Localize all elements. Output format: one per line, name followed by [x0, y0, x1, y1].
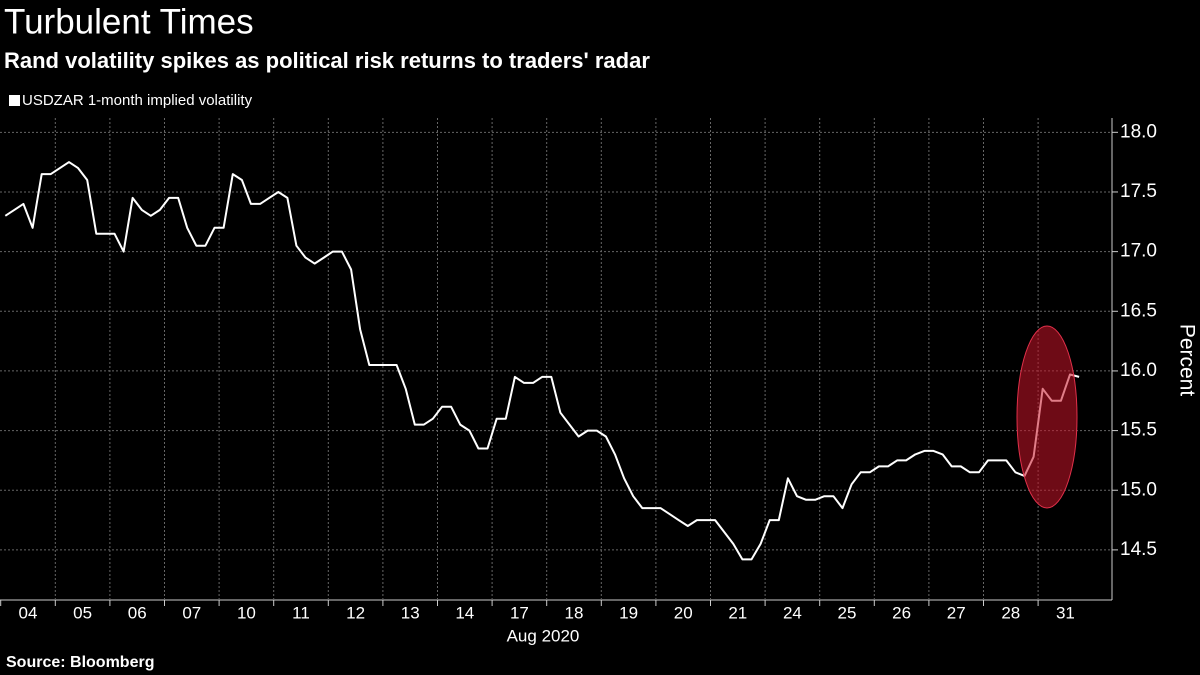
x-tick-label: 13 [401, 603, 420, 622]
y-tick-label: 18.0 [1120, 121, 1157, 142]
x-tick-label: 19 [619, 603, 638, 622]
y-tick-label: 15.0 [1120, 479, 1157, 500]
x-tick-label: 18 [565, 603, 584, 622]
x-tick-label: 21 [728, 603, 747, 622]
y-tick-label: 17.5 [1120, 181, 1157, 202]
y-axis-label: Percent [1175, 324, 1198, 397]
x-tick-label: 31 [1056, 603, 1075, 622]
chart-subtitle: Rand volatility spikes as political risk… [4, 48, 650, 73]
x-axis-label: Aug 2020 [507, 626, 580, 645]
x-tick-label: 06 [128, 603, 147, 622]
y-tick-label: 16.0 [1120, 360, 1157, 381]
legend-swatch [9, 95, 20, 106]
chart-title: Turbulent Times [4, 2, 254, 41]
y-tick-label: 16.5 [1120, 300, 1157, 321]
y-tick-label: 14.5 [1120, 539, 1157, 560]
x-tick-label: 27 [947, 603, 966, 622]
x-tick-label: 24 [783, 603, 802, 622]
source: Source: Bloomberg [6, 654, 154, 671]
plot: 14.5 15.0 15.5 16.0 16.5 17.0 17.5 18.0 04 05 06 07… [0, 118, 1157, 622]
highlight [1016, 325, 1078, 509]
x-tick-label: 05 [73, 603, 92, 622]
x-tick-label: 28 [1001, 603, 1020, 622]
x-tick-label: 04 [19, 603, 38, 622]
x-tick-label: 11 [292, 603, 310, 622]
y-tick-label: 15.5 [1120, 420, 1157, 441]
x-tick-label: 10 [237, 603, 256, 622]
x-tick-label: 07 [182, 603, 201, 622]
legend-label: USDZAR 1-month implied volatility [22, 92, 253, 109]
x-tick-label: 14 [455, 603, 474, 622]
x-tick-label: 26 [892, 603, 911, 622]
x-tick-label: 20 [674, 603, 693, 622]
x-tick-label: 25 [838, 603, 857, 622]
x-tick-label: 17 [510, 603, 529, 622]
y-tick-label: 17.0 [1120, 241, 1157, 262]
x-tick-label: 12 [346, 603, 365, 622]
series-line [4, 161, 1080, 561]
